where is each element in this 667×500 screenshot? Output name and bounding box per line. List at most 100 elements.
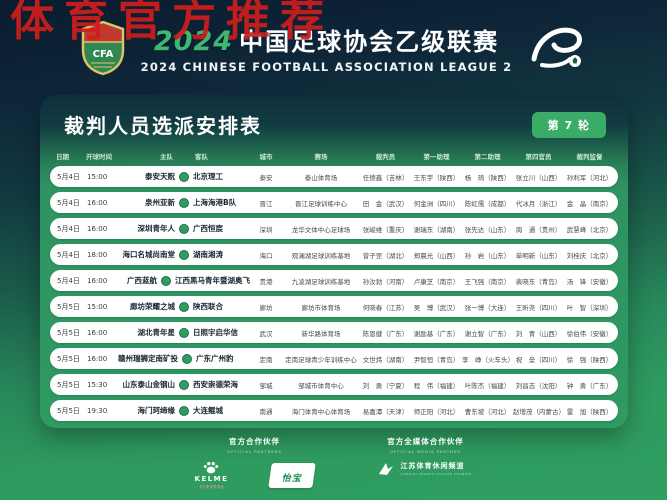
cell-matchup: 深圳青年人 广西恒宸: [118, 223, 250, 234]
table-row: 5月4日 16:00 广西蓝航 江西黑马青年暨湖奥飞 贵港 九凌湖足球训练基地 …: [50, 270, 618, 291]
cell-matchup: 泉州亚新 上海海港B队: [118, 197, 250, 208]
cell-supervisor: 雷 旭（陕西）: [566, 407, 613, 416]
away-team: 西安崇德荣海: [193, 380, 238, 389]
cell-assistant1: 王东宇（陕西）: [413, 173, 460, 182]
col-header-venue: 赛场: [314, 153, 328, 161]
cestbon-logo: 怡宝: [268, 462, 317, 488]
home-team: 广西蓝航: [127, 276, 157, 285]
cell-assistant2: 孙 岩（山东）: [464, 251, 511, 260]
cell-city: 深圳: [259, 225, 273, 234]
cell-fourth-official: 刘 青（山西）: [515, 329, 562, 338]
table-rows: 5月4日 15:00 泰安天贶 北京理工 泰安 泰山体育场 任德鑫（吉林） 王东…: [40, 166, 628, 421]
vs-icon: [179, 171, 189, 182]
cell-date: 5月5日: [57, 354, 80, 363]
cell-date: 5月4日: [57, 172, 80, 181]
jiangsu-subtext: JIANGSU SPORTS LEISURE CHANNEL: [400, 472, 473, 476]
home-team: 廊坊荣耀之城: [130, 302, 175, 311]
cell-assistant2: 杨 琦（陕西）: [464, 173, 511, 182]
cell-kickoff-time: 16:00: [87, 354, 108, 363]
cell-assistant1: 程 伟（福建）: [413, 381, 460, 390]
home-team: 赣州瑞狮定南矿投: [118, 354, 178, 363]
cell-city: 邹城: [259, 381, 273, 390]
cell-supervisor: 金 晶（南京）: [566, 199, 613, 208]
cell-assistant2: 陈虹儒（成都）: [464, 199, 511, 208]
cell-date: 5月5日: [57, 380, 80, 389]
col-header-city: 城市: [259, 153, 273, 161]
league-swoosh-emblem: [531, 27, 583, 68]
vs-icon: [179, 249, 189, 260]
cell-date: 5月4日: [57, 250, 80, 259]
cell-kickoff-time: 16:00: [87, 276, 108, 285]
official-partners-group: 官方合作伙伴 OFFICIAL PARTNERS KELME 卡尔美体育用品 怡…: [195, 436, 317, 489]
cell-kickoff-time: 16:00: [87, 328, 108, 337]
referee-table-card: 裁判人员选派安排表 第 7 轮 日期 开球时间 主队 客队 城市 赛场 裁判员 …: [40, 95, 628, 428]
cell-matchup: 湖北青年星 日照宇启华信: [118, 327, 250, 338]
cell-referee: 曾子罡（湖北）: [362, 251, 409, 260]
vs-icon: [179, 223, 189, 234]
cell-assistant1: 吴 博（武汉）: [413, 303, 460, 312]
away-team: 陕西联合: [193, 302, 223, 311]
home-team: 海口名城尚南堂: [122, 250, 176, 259]
away-team: 大连鲲城: [193, 406, 223, 415]
cell-matchup: 广西蓝航 江西黑马青年暨湖奥飞: [118, 275, 250, 286]
cell-matchup: 海门珂缔缘 大连鲲城: [118, 405, 250, 416]
cell-assistant2: 张一博（大连）: [464, 303, 511, 312]
vs-icon: [179, 405, 189, 416]
cell-referee: 何晓春（江苏）: [362, 303, 409, 312]
cell-matchup: 泰安天贶 北京理工: [118, 171, 250, 182]
cell-venue: 邹城市体育中心: [298, 381, 344, 390]
cell-kickoff-time: 15:30: [87, 380, 108, 389]
crest-cfa-text: CFA: [92, 49, 113, 60]
vs-icon: [179, 327, 189, 338]
col-header-assistant2: 第二助理: [474, 153, 501, 161]
cell-kickoff-time: 16:00: [87, 224, 108, 233]
cell-referee: 文世炜（湖南）: [362, 355, 409, 364]
cell-supervisor: 徐伯伟（安徽）: [566, 329, 613, 338]
cell-date: 5月4日: [57, 198, 80, 207]
table-row: 5月5日 15:00 廊坊荣耀之城 陕西联合 廊坊 廊坊市体育场 何晓春（江苏）…: [50, 296, 618, 317]
cell-assistant2: 曹东坡（河北）: [464, 407, 511, 416]
cell-venue: 新华路体育场: [301, 329, 341, 338]
card-title: 裁判人员选派安排表: [64, 114, 262, 138]
cell-venue: 观澜湖足球训练基地: [291, 251, 351, 260]
table-header-row: 日期 开球时间 主队 客队 城市 赛场 裁判员 第一助理 第二助理 第四官员 裁…: [40, 147, 628, 166]
cell-city: 海口: [259, 251, 273, 260]
cell-kickoff-time: 18:00: [87, 250, 108, 259]
home-team: 深圳青年人: [137, 224, 176, 233]
cell-supervisor: 刘桂庆（北京）: [566, 251, 613, 260]
cell-assistant2: 谢立智（广东）: [464, 329, 511, 338]
table-row: 5月4日 15:00 泰安天贶 北京理工 泰安 泰山体育场 任德鑫（吉林） 王东…: [50, 166, 618, 187]
away-team: 江西黑马青年暨湖奥飞: [175, 276, 250, 285]
cell-fourth-official: 刘昌志（沈阳）: [515, 381, 562, 390]
table-row: 5月4日 18:00 海口名城尚南堂 湖南湘涛 海口 观澜湖足球训练基地 曾子罡…: [50, 244, 618, 265]
cell-supervisor: 孙利军（河北）: [566, 173, 613, 182]
home-team: 泰安天贶: [145, 172, 175, 181]
cell-date: 5月5日: [57, 302, 80, 311]
jiangsu-bird-icon: [379, 462, 394, 475]
jiangsu-wordmark: 江苏体育休闲频道: [400, 462, 465, 470]
round-badge[interactable]: 第 7 轮: [531, 111, 606, 138]
col-header-date: 日期: [56, 153, 69, 161]
home-team: 湖北青年星: [137, 328, 176, 337]
cell-fourth-official: 单明新（山东）: [515, 251, 562, 260]
cell-fourth-official: 裴晓东（青岛）: [515, 277, 562, 286]
partners-label: 官方合作伙伴: [228, 437, 280, 446]
cell-city: 武汉: [259, 329, 273, 338]
home-team: 泉州亚新: [145, 198, 175, 207]
kelme-paw-icon: [204, 462, 219, 474]
cell-assistant2: 王飞强（南京）: [464, 277, 511, 286]
cell-kickoff-time: 19:30: [87, 406, 108, 415]
cell-date: 5月5日: [57, 328, 80, 337]
cell-venue: 廊坊市体育场: [301, 303, 341, 312]
cell-date: 5月4日: [57, 276, 80, 285]
cell-assistant2: 李 峥（火车头）: [462, 355, 514, 364]
cestbon-wordmark: 怡宝: [282, 473, 303, 484]
cell-supervisor: 汤 锋（安徽）: [566, 277, 613, 286]
cell-kickoff-time: 15:00: [87, 302, 108, 311]
cell-city: 贵港: [259, 277, 273, 286]
kelme-subtext: 卡尔美体育用品: [198, 485, 225, 489]
media-partner-group: 官方全媒体合作伙伴 OFFICIAL MEDIA PARTNER 江苏体育休闲频…: [378, 436, 472, 489]
away-team: 广东广州豹: [196, 354, 234, 363]
cell-referee: 田 金（武汉）: [362, 199, 409, 208]
cell-assistant2: 张先达（山东）: [464, 225, 511, 234]
